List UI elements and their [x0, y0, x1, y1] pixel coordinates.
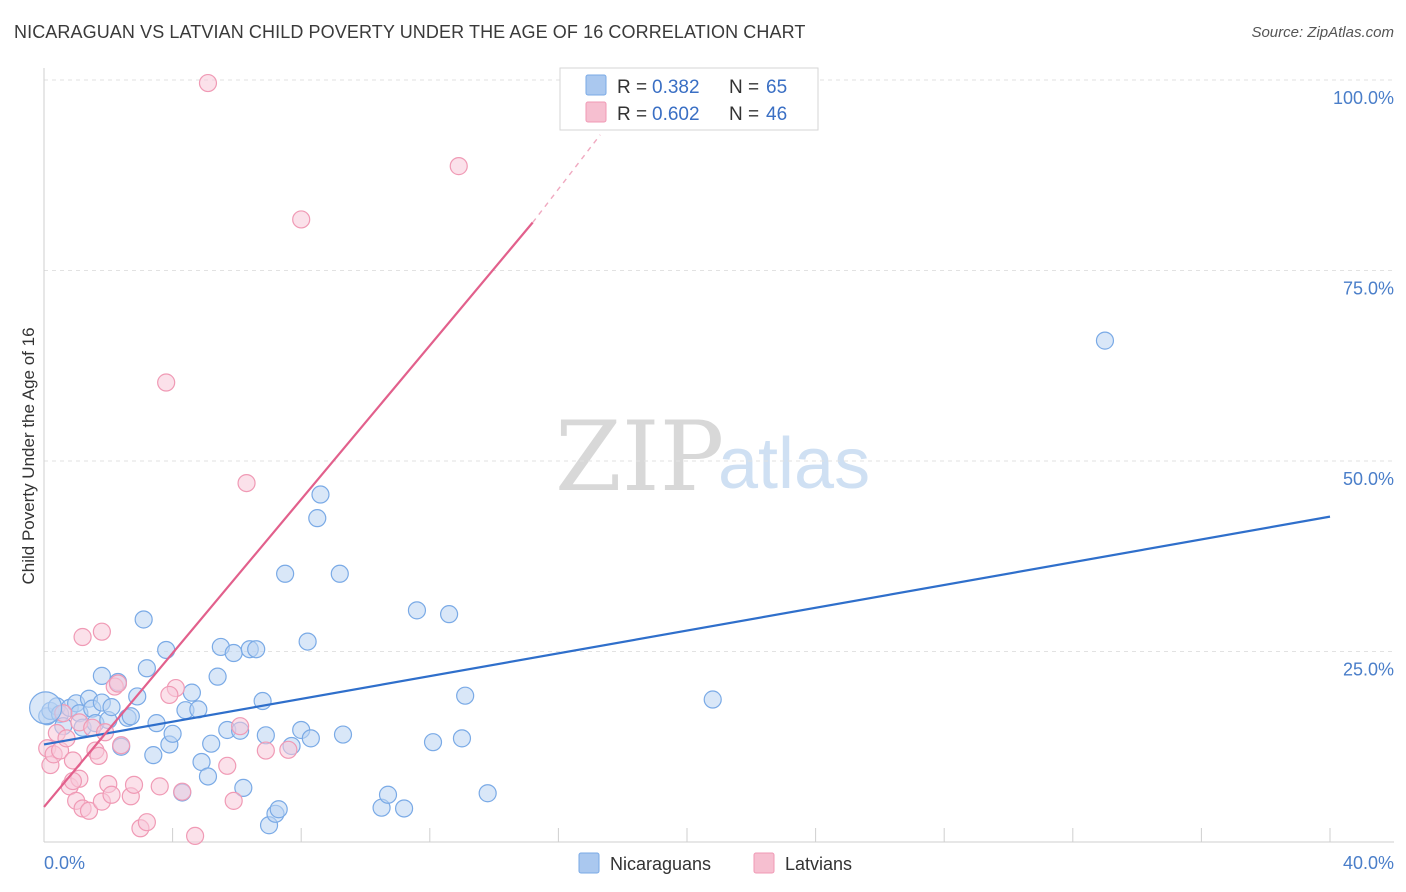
- point-latvians-40: [237, 473, 256, 493]
- point-latvians-28: [124, 775, 144, 794]
- y-tick-labels: 25.0% 50.0% 75.0% 100.0%: [1333, 88, 1394, 680]
- x-tick-label-min: 0.0%: [44, 853, 85, 873]
- point-latvians-36: [198, 73, 218, 93]
- point-nicaraguans-59: [378, 785, 398, 804]
- legend-swatch-nicaraguans: [585, 74, 607, 96]
- point-nicaraguans-cluster: [29, 691, 63, 725]
- point-nicaraguans-28: [163, 724, 182, 743]
- point-nicaraguans-61: [407, 601, 427, 620]
- point-nicaraguans-67: [703, 690, 722, 709]
- point-nicaraguans-62: [423, 733, 443, 752]
- point-nicaraguans-16: [102, 698, 121, 717]
- point-latvians-45: [160, 685, 179, 705]
- point-nicaraguans-68: [1095, 331, 1115, 350]
- point-nicaraguans-23: [137, 659, 156, 678]
- point-latvians-30: [137, 813, 156, 832]
- scatter-points: [29, 73, 1115, 846]
- bottom-legend-label-latvians: Latvians: [785, 854, 852, 874]
- point-latvians-32: [157, 373, 176, 392]
- point-nicaraguans-54: [308, 509, 327, 528]
- series-legend: Nicaraguans Latvians: [578, 852, 852, 874]
- point-nicaraguans-43: [247, 640, 266, 659]
- legend-n-label-1: N =: [729, 77, 759, 98]
- y-axis-title: Child Poverty Under the Age of 16: [19, 327, 38, 584]
- point-latvians-41: [256, 741, 275, 760]
- y-tick-label-3: 75.0%: [1343, 279, 1394, 299]
- point-latvians-14: [73, 627, 92, 647]
- point-nicaraguans-26: [157, 640, 176, 660]
- point-nicaraguans-55: [311, 485, 330, 504]
- trend-lines: [43, 134, 1331, 808]
- point-nicaraguans-53: [301, 729, 320, 748]
- point-nicaraguans-45: [256, 726, 275, 745]
- legend-r-label-2: R =: [617, 104, 647, 125]
- point-nicaraguans-24: [144, 746, 163, 765]
- point-nicaraguans-52: [298, 632, 317, 651]
- point-latvians-18: [89, 746, 108, 765]
- point-latvians-31: [150, 777, 169, 796]
- point-latvians-26: [112, 736, 131, 755]
- point-latvians-38: [224, 791, 243, 810]
- bottom-legend-swatch-latvians: [753, 852, 775, 874]
- point-latvians-25: [108, 674, 128, 693]
- trend-line-latvians: [43, 221, 534, 808]
- point-latvians-34: [173, 782, 192, 801]
- point-nicaraguans-48: [269, 800, 288, 819]
- point-nicaraguans-64: [452, 729, 472, 748]
- point-nicaraguans-60: [394, 799, 414, 818]
- point-nicaraguans-36: [208, 667, 227, 686]
- point-nicaraguans-14: [92, 666, 111, 685]
- point-nicaraguans-41: [234, 778, 253, 797]
- point-latvians-39: [231, 717, 250, 736]
- point-latvians-44: [449, 157, 468, 176]
- point-nicaraguans-31: [182, 683, 201, 702]
- point-nicaraguans-49: [276, 564, 295, 583]
- point-nicaraguans-65: [456, 686, 475, 705]
- legend-r-value-2: 0.602: [652, 104, 700, 125]
- point-nicaraguans-34: [198, 767, 218, 786]
- watermark-zip: ZIP: [555, 401, 724, 513]
- legend-r-value-1: 0.382: [652, 77, 700, 98]
- point-latvians-43: [292, 210, 311, 229]
- y-tick-label-4: 100.0%: [1333, 88, 1394, 108]
- legend-n-label-2: N =: [729, 104, 759, 125]
- legend-swatch-latvians: [585, 101, 607, 123]
- legend-r-label-1: R =: [617, 77, 647, 98]
- point-nicaraguans-66: [478, 784, 497, 803]
- point-nicaraguans-20: [121, 707, 140, 726]
- bottom-legend-swatch-nicaraguans: [578, 852, 600, 874]
- legend-n-value-1: 65: [766, 77, 787, 98]
- point-latvians-15: [79, 801, 99, 820]
- y-tick-label-2: 50.0%: [1343, 469, 1394, 489]
- point-nicaraguans-63: [439, 605, 459, 624]
- source-label: Source: ZipAtlas.com: [1251, 24, 1394, 41]
- stats-legend: R = 0.382 N = 65 R = 0.602 N = 46: [559, 67, 819, 131]
- point-latvians-35: [186, 826, 205, 846]
- point-latvians-23: [102, 785, 121, 804]
- bottom-legend-label-nicaraguans: Nicaraguans: [610, 854, 711, 874]
- watermark-atlas: atlas: [718, 424, 870, 504]
- point-latvians-20: [92, 622, 111, 641]
- point-nicaraguans-57: [333, 725, 353, 744]
- point-nicaraguans-56: [330, 564, 349, 583]
- x-tick-label-max: 40.0%: [1343, 853, 1394, 873]
- point-nicaraguans-22: [134, 610, 153, 629]
- point-latvians-37: [218, 756, 237, 775]
- trend-line-nicaraguans: [43, 515, 1331, 746]
- point-latvians-42: [279, 740, 298, 759]
- point-nicaraguans-39: [224, 643, 243, 663]
- chart-title: NICARAGUAN VS LATVIAN CHILD POVERTY UNDE…: [14, 22, 806, 42]
- point-nicaraguans-35: [202, 734, 221, 753]
- watermark: ZIP atlas: [555, 401, 870, 513]
- legend-n-value-2: 46: [766, 104, 787, 125]
- y-tick-label-1: 25.0%: [1343, 660, 1394, 680]
- trend-line-latvians-extension: [532, 134, 601, 223]
